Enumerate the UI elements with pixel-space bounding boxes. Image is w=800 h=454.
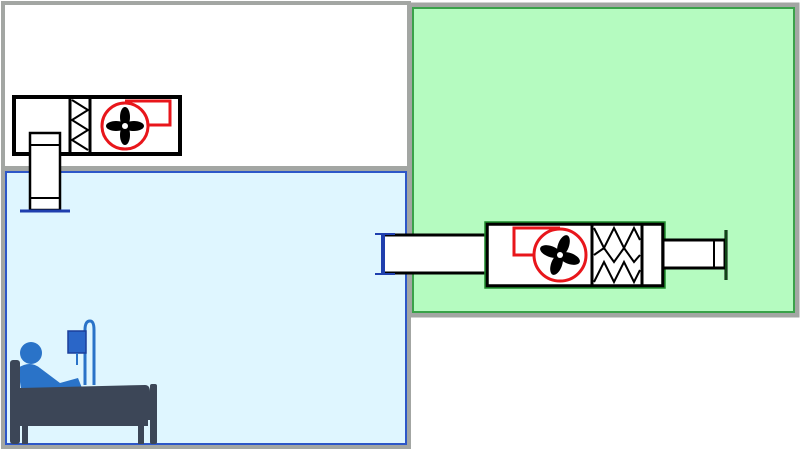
bed-frame — [20, 418, 148, 426]
patient-in-bed-icon — [10, 319, 157, 444]
supply-duct — [381, 233, 489, 275]
clean-zone-inner-border — [412, 7, 795, 313]
iv-drip-icon — [83, 319, 96, 385]
supply-air-handler — [375, 221, 728, 289]
exhaust-duct — [20, 131, 70, 213]
fan-icon — [106, 107, 144, 145]
bed-mattress — [20, 385, 150, 420]
bed-leg — [22, 424, 28, 444]
patient-room-inner-border — [5, 171, 407, 445]
patient-room — [1, 167, 411, 449]
filter-icon — [70, 99, 90, 151]
fan-housing — [512, 226, 560, 257]
filter-icon — [593, 259, 641, 285]
bed-footboard — [150, 384, 157, 444]
intake-duct — [661, 238, 727, 270]
bed-leg — [138, 424, 144, 444]
bed-headboard — [10, 360, 20, 444]
filter-icon — [593, 225, 641, 251]
patient-head — [20, 342, 42, 364]
fan-housing — [125, 99, 172, 127]
fan-icon — [540, 235, 580, 275]
iv-bag — [67, 330, 87, 354]
